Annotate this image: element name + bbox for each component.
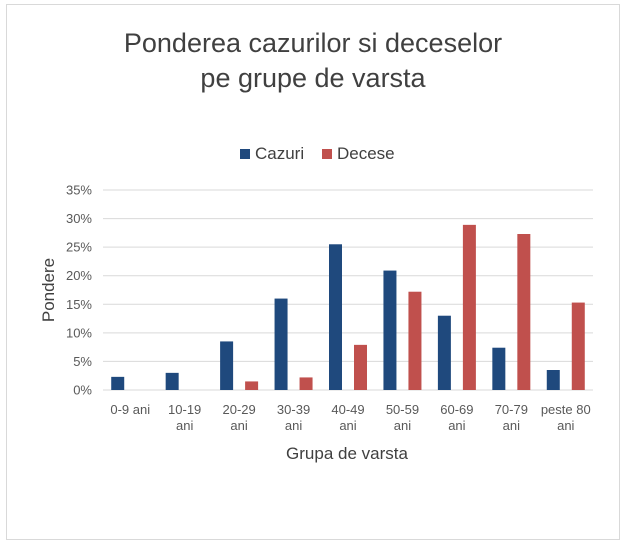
- bar-cazuri: [274, 298, 288, 390]
- bar-decese: [245, 381, 259, 390]
- x-axis-label: Grupa de varsta: [286, 444, 408, 463]
- bar-cazuri: [492, 347, 506, 390]
- x-tick-label: 40-49: [331, 402, 364, 417]
- legend-label-decese: Decese: [337, 144, 395, 163]
- bar-cazuri: [546, 370, 560, 390]
- bar-cazuri: [329, 244, 342, 390]
- bar-decese: [571, 302, 585, 390]
- bar-decese: [517, 234, 531, 390]
- x-tick-label: 20-29: [222, 402, 255, 417]
- x-tick-label: 60-69: [440, 402, 473, 417]
- legend-label-cazuri: Cazuri: [255, 144, 304, 163]
- x-tick-label: ani: [176, 418, 193, 433]
- gridlines: [103, 189, 593, 391]
- bar-decese: [354, 344, 367, 390]
- y-tick-label: 20%: [66, 268, 92, 283]
- y-axis-ticks: 0% 5% 10% 15% 20% 25% 30% 35%: [66, 183, 92, 398]
- x-tick-label: ani: [503, 418, 520, 433]
- x-tick-label: ani: [339, 418, 356, 433]
- bar-decese: [462, 224, 476, 390]
- chart-title: Ponderea cazurilor si deceselor pe grupe …: [124, 28, 502, 93]
- bar-cazuri: [437, 315, 451, 390]
- legend-swatch-decese: [322, 149, 332, 159]
- legend-swatch-cazuri: [240, 149, 250, 159]
- y-axis-label: Pondere: [39, 258, 58, 322]
- x-tick-label: ani: [394, 418, 411, 433]
- x-axis-ticks: 0-9 ani 10-19ani20-29ani30-39ani40-49ani5…: [110, 402, 590, 433]
- y-tick-label: 15%: [66, 297, 92, 312]
- bar-cazuri: [383, 270, 397, 390]
- chart-title-line: Ponderea cazurilor si deceselor: [124, 28, 502, 58]
- x-tick-label: 70-79: [495, 402, 528, 417]
- x-tick-label: 0-9 ani: [110, 402, 150, 417]
- legend: Cazuri Decese: [240, 144, 395, 163]
- x-tick-label: 30-39: [277, 402, 310, 417]
- x-tick-label: ani: [448, 418, 465, 433]
- x-tick-label: 10-19: [168, 402, 201, 417]
- x-tick-label: ani: [557, 418, 574, 433]
- bar-cazuri: [111, 376, 125, 390]
- y-tick-label: 10%: [66, 325, 92, 340]
- x-tick-label: ani: [230, 418, 247, 433]
- y-tick-label: 25%: [66, 240, 92, 255]
- y-tick-label: 35%: [66, 183, 92, 198]
- y-tick-label: 30%: [66, 211, 92, 226]
- y-tick-label: 0%: [73, 383, 92, 398]
- x-tick-label: peste 80: [541, 402, 591, 417]
- chart-title-line: pe grupe de varsta: [200, 63, 426, 93]
- y-tick-label: 5%: [73, 354, 92, 369]
- bar-decese: [408, 291, 422, 390]
- bar-cazuri: [165, 372, 179, 390]
- bar-decese: [299, 377, 313, 390]
- x-tick-label: 50-59: [386, 402, 419, 417]
- bars: [111, 224, 585, 390]
- x-tick-label: ani: [285, 418, 302, 433]
- bar-cazuri: [220, 341, 234, 390]
